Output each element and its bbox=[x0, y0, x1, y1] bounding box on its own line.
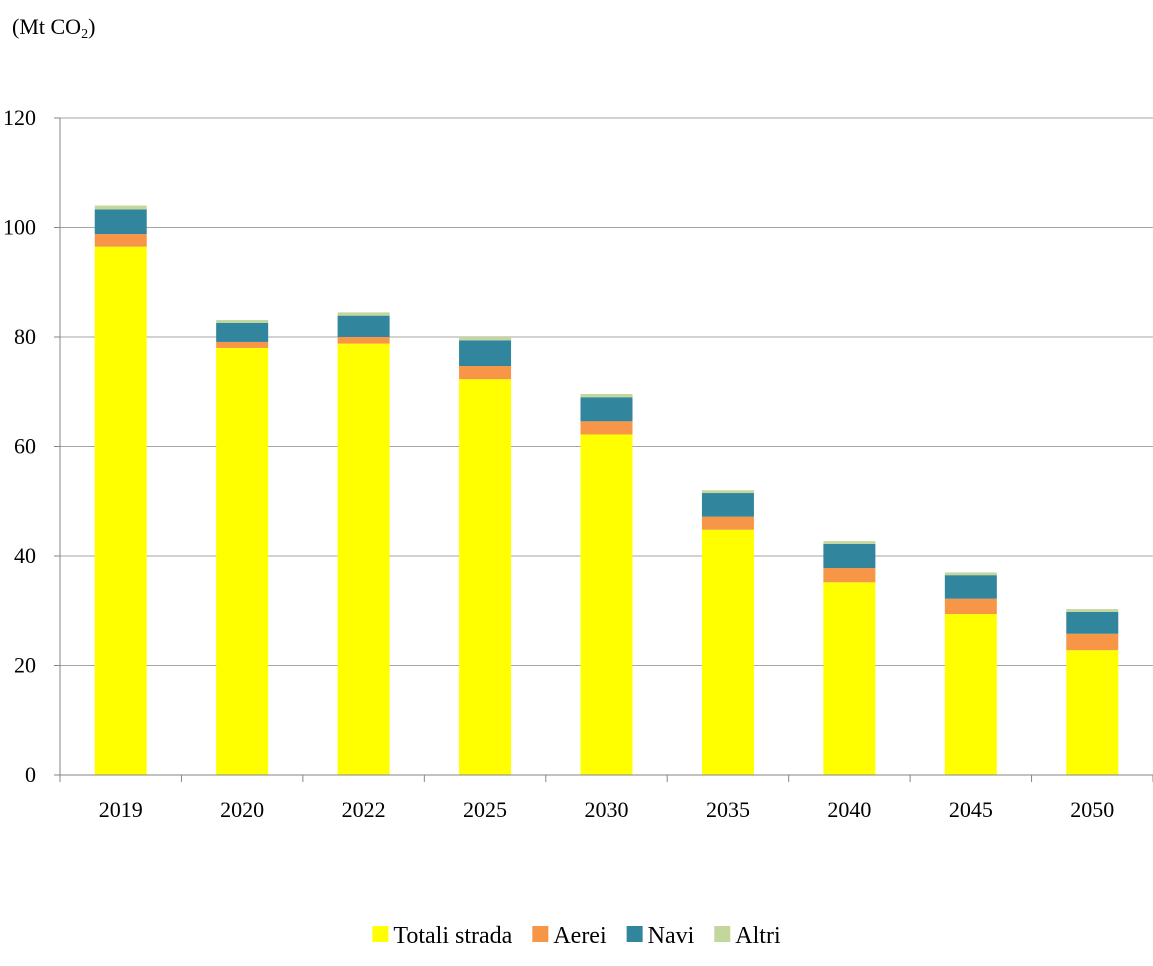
y-tick-label-20: 20 bbox=[14, 653, 36, 678]
legend: Totali strada Aerei Navi Altri bbox=[372, 923, 781, 949]
bar-navi-2019 bbox=[94, 209, 147, 235]
legend-label-altri: Altri bbox=[735, 923, 781, 949]
bar-altri-2025 bbox=[459, 337, 512, 341]
legend-label-totali-strada: Totali strada bbox=[393, 923, 512, 949]
bar-altri-2045 bbox=[944, 572, 997, 576]
bar-navi-2025 bbox=[459, 340, 512, 367]
bar-altri-2022 bbox=[337, 312, 390, 316]
x-tick-label-2030: 2030 bbox=[585, 797, 629, 822]
y-unit-subscript: 2 bbox=[81, 27, 89, 42]
y-tick-label-60: 60 bbox=[14, 434, 36, 459]
bar-altri-2019 bbox=[94, 205, 147, 210]
y-tick-labels: 0 20 40 60 80 100 120 bbox=[3, 105, 36, 787]
bar-totali-strada-2022 bbox=[337, 343, 390, 775]
bar-altri-2050 bbox=[1066, 609, 1119, 612]
bar-totali-strada-2019 bbox=[94, 246, 147, 776]
bar-navi-2050 bbox=[1066, 611, 1119, 634]
legend-swatch-navi bbox=[626, 926, 643, 942]
legend-swatch-altri bbox=[714, 926, 731, 942]
y-axis-unit-label: (Mt CO2) bbox=[12, 14, 95, 43]
bar-totali-strada-2035 bbox=[701, 529, 754, 775]
bar-altri-2040 bbox=[823, 541, 876, 544]
legend-label-aerei: Aerei bbox=[553, 923, 607, 949]
bar-aerei-2045 bbox=[944, 598, 997, 615]
bar-totali-strada-2020 bbox=[216, 347, 269, 775]
bar-navi-2040 bbox=[823, 543, 876, 569]
bar-navi-2045 bbox=[944, 575, 997, 599]
bar-aerei-2050 bbox=[1066, 633, 1119, 651]
y-tick-label-80: 80 bbox=[14, 324, 36, 349]
y-unit-suffix: ) bbox=[88, 14, 96, 39]
bar-aerei-2020 bbox=[216, 341, 269, 348]
x-tick-label-2020: 2020 bbox=[220, 797, 264, 822]
bar-aerei-2022 bbox=[337, 337, 390, 344]
bar-navi-2030 bbox=[580, 397, 633, 422]
bar-totali-strada-2050 bbox=[1066, 650, 1119, 775]
bar-aerei-2040 bbox=[823, 568, 876, 583]
bar-aerei-2030 bbox=[580, 421, 633, 435]
x-tick-label-2019: 2019 bbox=[99, 797, 143, 822]
bar-aerei-2019 bbox=[94, 234, 147, 247]
y-tick-label-40: 40 bbox=[14, 543, 36, 568]
bar-totali-strada-2040 bbox=[823, 582, 876, 775]
bars bbox=[94, 205, 1119, 776]
bar-aerei-2035 bbox=[701, 516, 754, 530]
legend-swatch-totali-strada bbox=[372, 926, 389, 942]
x-tick-label-2025: 2025 bbox=[463, 797, 507, 822]
x-tick-label-2050: 2050 bbox=[1070, 797, 1114, 822]
legend-item-navi: Navi bbox=[626, 923, 695, 949]
legend-item-totali-strada: Totali strada bbox=[372, 923, 513, 949]
y-tick-label-0: 0 bbox=[25, 762, 36, 787]
bar-navi-2022 bbox=[337, 315, 390, 337]
bar-totali-strada-2045 bbox=[944, 614, 997, 775]
legend-swatch-aerei bbox=[532, 926, 549, 942]
bar-aerei-2025 bbox=[459, 366, 512, 380]
bar-altri-2035 bbox=[701, 490, 754, 494]
x-tick-label-2040: 2040 bbox=[827, 797, 871, 822]
legend-item-aerei: Aerei bbox=[532, 923, 607, 949]
x-tick-label-2045: 2045 bbox=[949, 797, 993, 822]
bar-totali-strada-2030 bbox=[580, 434, 633, 775]
axes bbox=[54, 117, 1153, 782]
y-tick-label-120: 120 bbox=[3, 105, 36, 130]
legend-label-navi: Navi bbox=[648, 923, 695, 949]
legend-item-altri: Altri bbox=[714, 923, 781, 949]
bar-totali-strada-2025 bbox=[459, 379, 512, 775]
bar-navi-2020 bbox=[216, 322, 269, 342]
bar-altri-2020 bbox=[216, 320, 269, 323]
y-tick-label-100: 100 bbox=[3, 215, 36, 240]
bar-navi-2035 bbox=[701, 493, 754, 517]
x-tick-label-2035: 2035 bbox=[706, 797, 750, 822]
y-unit-prefix: (Mt CO bbox=[12, 14, 82, 39]
x-tick-labels: 2019 2020 2022 2025 2030 2035 2040 2045 2050 bbox=[99, 797, 1115, 822]
bar-altri-2030 bbox=[580, 393, 633, 398]
x-tick-label-2022: 2022 bbox=[342, 797, 386, 822]
